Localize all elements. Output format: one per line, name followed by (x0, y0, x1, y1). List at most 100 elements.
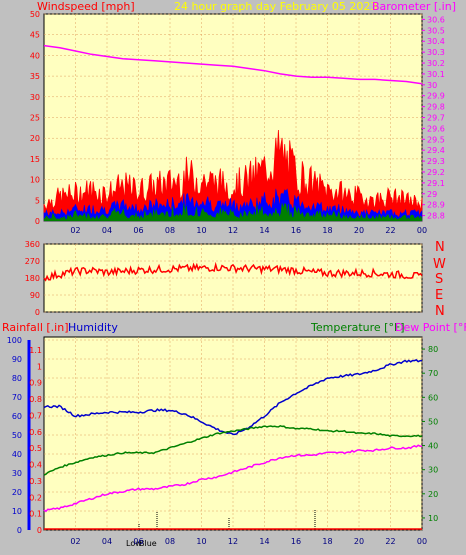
direction-y-tick-label: 0 (35, 308, 40, 317)
humidity-y-tick-label: 20 (12, 488, 22, 497)
rain-y-tick-label: 0.7 (29, 411, 42, 420)
baro-y-tick-label: 29 (427, 190, 437, 199)
rain-y-tick-label: 0.9 (29, 379, 42, 388)
wind-y-tick-label: 30 (30, 93, 40, 102)
temp-y-tick-label: 60 (428, 393, 438, 402)
direction-label-s: S (435, 272, 443, 287)
baro-y-tick-label: 29.8 (427, 103, 445, 112)
wind-y-tick-label: 10 (30, 176, 40, 185)
dewpoint-title: Dew Point [°F] (395, 321, 466, 334)
rain-y-tick-label: 1 (37, 362, 42, 371)
baro-y-tick-label: 29.9 (427, 92, 445, 101)
rain-y-tick-label: 0.6 (29, 428, 42, 437)
humidity-y-tick-label: 40 (12, 450, 22, 459)
humidity-line (43, 359, 423, 436)
direction-label-n-bottom: N (435, 304, 445, 319)
humidity-y-tick-label: 60 (12, 412, 22, 421)
humidity-y-tick-label: 0 (17, 526, 22, 535)
wind-x-tick-label: 16 (291, 226, 301, 235)
rain-y-tick-label: 0 (37, 526, 42, 535)
wind-gust-area (43, 129, 423, 222)
wind-y-tick-label: 5 (35, 196, 40, 205)
baro-y-tick-label: 30.6 (427, 15, 445, 24)
graph-day-title: 24 hour graph day February 05 2023 (174, 0, 377, 13)
baro-y-tick-label: 28.8 (427, 212, 445, 221)
baro-y-tick-label: 29.6 (427, 124, 445, 133)
rain-y-tick-label: 0.1 (29, 510, 42, 519)
wind-x-tick-label: 04 (102, 226, 112, 235)
rain-temp-x-tick-label: 20 (354, 537, 364, 546)
wind-y-tick-label: 45 (30, 31, 40, 40)
direction-y-tick-label: 90 (30, 291, 40, 300)
rain-y-tick-label: 0.2 (29, 493, 42, 502)
rain-y-tick-label: 1.1 (29, 346, 42, 355)
low-marker-label: Low (126, 539, 142, 548)
baro-y-tick-label: 30 (427, 81, 437, 90)
rainfall-title: Rainfall [.in] (2, 321, 69, 334)
rain-y-tick-label: 0.4 (29, 461, 42, 470)
dewpoint-line (43, 444, 423, 513)
baro-y-tick-label: 29.3 (427, 157, 445, 166)
rain-temp-x-tick-label: 08 (165, 537, 175, 546)
humidity-y-tick-label: 90 (12, 355, 22, 364)
temperature-title: Temperature [°F] (310, 321, 405, 334)
baro-y-tick-label: 30.3 (427, 48, 445, 57)
humidity-y-tick-label: 50 (12, 431, 22, 440)
wind-y-tick-label: 15 (30, 155, 40, 164)
rain-y-tick-label: 0.3 (29, 477, 42, 486)
rain-temp-x-tick-label: 12 (228, 537, 238, 546)
wind-y-tick-label: 25 (30, 114, 40, 123)
barometer-title: Barometer [.in] (372, 0, 456, 13)
humidity-y-tick-label: 70 (12, 393, 22, 402)
rain-temp-x-tick-label: 00 (417, 537, 427, 546)
baro-y-tick-label: 30.2 (427, 59, 445, 68)
wind-x-tick-label: 06 (133, 226, 143, 235)
wind-x-tick-label: 08 (165, 226, 175, 235)
humidity-y-tick-label: 80 (12, 374, 22, 383)
rain-temp-x-tick-label: 18 (322, 537, 332, 546)
direction-y-tick-label: 270 (25, 257, 40, 266)
baro-y-tick-label: 29.2 (427, 168, 445, 177)
direction-label-e: E (435, 288, 443, 303)
direction-y-tick-label: 180 (25, 274, 40, 283)
temp-y-tick-label: 80 (428, 345, 438, 354)
baro-y-tick-label: 29.4 (427, 146, 445, 155)
temp-y-tick-label: 30 (428, 466, 438, 475)
baro-y-tick-label: 29.7 (427, 114, 445, 123)
wind-y-tick-label: 0 (35, 217, 40, 226)
rain-temp-x-tick-label: 16 (291, 537, 301, 546)
temp-y-tick-label: 50 (428, 417, 438, 426)
wind-x-tick-label: 20 (354, 226, 364, 235)
rain-temp-x-tick-label: 10 (196, 537, 206, 546)
baro-y-tick-label: 29.1 (427, 179, 445, 188)
windspeed-title: Windspeed [mph] (37, 0, 135, 13)
temp-y-tick-label: 70 (428, 369, 438, 378)
rain-y-tick-label: 0.5 (29, 444, 42, 453)
wind-x-tick-label: 00 (417, 226, 427, 235)
direction-label-n-top: N (435, 240, 445, 255)
temperature-line (43, 424, 423, 476)
wind-x-tick-label: 12 (228, 226, 238, 235)
baro-y-tick-label: 30.4 (427, 37, 445, 46)
wind-direction-line (43, 261, 423, 282)
rain-temp-x-tick-label: 06 (133, 537, 143, 546)
barometer-line (43, 44, 423, 85)
baro-y-tick-label: 28.9 (427, 201, 445, 210)
rain-temp-x-tick-label: 04 (102, 537, 112, 546)
temp-y-tick-label: 20 (428, 490, 438, 499)
direction-grid (44, 243, 423, 313)
direction-label-w: W (433, 257, 446, 272)
wind-x-tick-label: 10 (196, 226, 206, 235)
humidity-title: Humidity (68, 321, 118, 334)
wind-x-tick-label: 14 (259, 226, 269, 235)
direction-y-tick-label: 360 (25, 240, 40, 249)
rain-temp-x-tick-label: 02 (70, 537, 80, 546)
rain-temp-grid (44, 337, 423, 531)
rain-y-tick-label: 0.8 (29, 395, 42, 404)
baro-y-tick-label: 30.1 (427, 70, 445, 79)
wind-y-tick-label: 40 (30, 51, 40, 60)
wind-y-tick-label: 50 (30, 10, 40, 19)
humidity-y-tick-label: 100 (7, 336, 22, 345)
baro-y-tick-label: 29.5 (427, 135, 445, 144)
